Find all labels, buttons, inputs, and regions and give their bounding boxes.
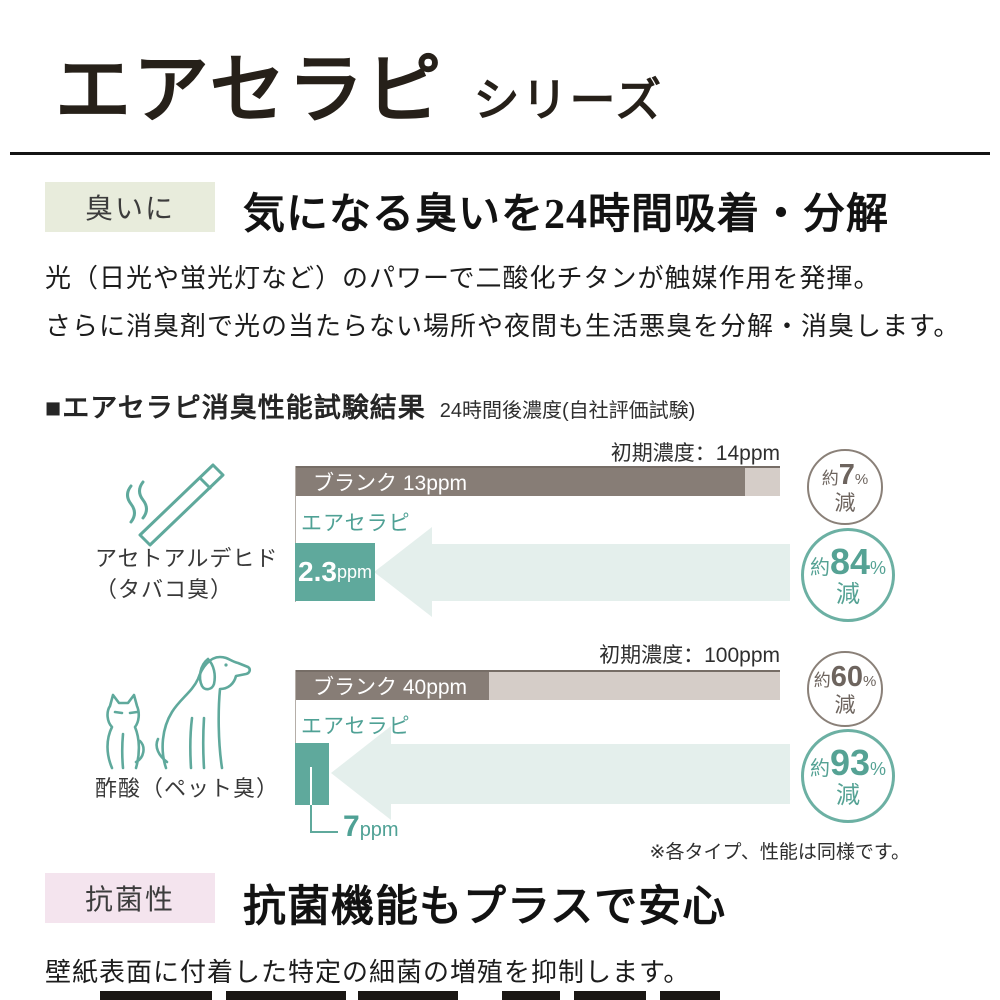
antibacterial-heading: 抗菌機能もプラスで安心: [243, 884, 727, 931]
cutoff-next-section: [358, 991, 458, 1000]
cutoff-next-section: [660, 991, 720, 1000]
chart2-blank-bar: ブランク 40ppm: [295, 670, 780, 700]
reduction-value: 60: [830, 660, 863, 693]
reduction-prefix: 約: [813, 670, 831, 690]
results-subtitle: 24時間後濃度(自社評価試験): [439, 400, 696, 422]
results-title-row: ■エアセラピ消臭性能試験結果 24時間後濃度(自社評価試験): [45, 386, 695, 425]
reduction-value: 84: [829, 540, 871, 582]
cutoff-next-section: [100, 991, 212, 1000]
reduction-unit: %: [862, 672, 877, 690]
cigarette-icon: [100, 458, 250, 555]
series-suffix: シリーズ: [473, 74, 664, 126]
reduction-prefix: 約: [821, 468, 839, 488]
reduction-suffix: 減: [836, 580, 860, 608]
chart1-airtherapy-bar: 2.3 ppm: [295, 543, 375, 601]
chart2-leader-line: [310, 805, 312, 833]
cutoff-next-section: [574, 991, 646, 1000]
reduction-suffix: 減: [836, 781, 860, 809]
chart2-airtherapy-bar: [295, 743, 329, 805]
reduction-value: 7: [838, 458, 855, 491]
reduction-suffix: 減: [834, 693, 856, 717]
reduction-unit: %: [870, 557, 887, 578]
chart1-blank-reduction-badge: 約 7% 減: [807, 449, 883, 525]
chart2-airtherapy-reduction-badge: 約 93% 減: [801, 729, 895, 823]
results-title: ■エアセラピ消臭性能試験結果: [45, 393, 426, 423]
chart2-leader-line: [310, 767, 312, 805]
chart1-blank-bar-value: ブランク 13ppm: [295, 468, 745, 496]
antibacterial-body: 壁紙表面に付着した特定の細菌の増殖を抑制します。: [45, 958, 691, 987]
chart2-blank-reduction-badge: 約 60% 減: [807, 651, 883, 727]
cutoff-next-section: [502, 991, 560, 1000]
chart1-category-line2: （タバコ臭）: [95, 577, 234, 602]
chart2-initial-concentration: 初期濃度：100ppm: [599, 644, 780, 667]
results-footnote: ※各タイプ、性能は同様です。: [649, 842, 910, 863]
reduction-unit: %: [870, 758, 887, 779]
reduction-value: 93: [829, 741, 871, 783]
chart2-arrow-left-icon: [331, 726, 391, 820]
header-divider: [10, 152, 990, 155]
chart2-arrow-shaft: [390, 744, 790, 804]
page-title: エアセラピ シリーズ: [55, 28, 663, 138]
chart1-airtherapy-reduction-badge: 約 84% 減: [801, 528, 895, 622]
chart2-airtherapy-value-callout: 7 ppm: [343, 810, 399, 844]
chart2-axis-line: [295, 670, 296, 805]
odor-badge: 臭いに: [45, 182, 215, 232]
reduction-unit: %: [854, 470, 869, 488]
odor-heading: 気になる臭いを24時間吸着・分解: [243, 192, 890, 238]
dog-cat-icon: [88, 648, 268, 778]
chart2-blank-bar-value: ブランク 40ppm: [295, 672, 489, 700]
chart1-airtherapy-unit: ppm: [336, 561, 372, 582]
chart2-airtherapy-value: 7: [343, 810, 360, 843]
cutoff-next-section: [226, 991, 346, 1000]
chart1-axis-line: [295, 466, 296, 602]
chart2-airtherapy-unit: ppm: [359, 819, 399, 841]
chart1-category-line1: アセトアルデヒド: [95, 546, 279, 571]
odor-body-line2: さらに消臭剤で光の当たらない場所や夜間も生活悪臭を分解・消臭します。: [45, 312, 961, 341]
chart2-category-line1: 酢酸（ペット臭）: [95, 776, 280, 801]
chart2-leader-line: [310, 831, 338, 833]
reduction-prefix: 約: [809, 757, 830, 780]
chart1-category-label: アセトアルデヒド （タバコ臭）: [95, 543, 278, 605]
reduction-suffix: 減: [834, 491, 856, 515]
chart2-category-label: 酢酸（ペット臭）: [95, 773, 279, 804]
chart1-arrow-shaft: [431, 544, 790, 601]
chart1-airtherapy-value: 2.3: [298, 556, 337, 587]
reduction-prefix: 約: [809, 556, 830, 579]
antibacterial-badge: 抗菌性: [45, 873, 215, 923]
chart1-arrow-left-icon: [374, 527, 432, 617]
odor-body-line1: 光（日光や蛍光灯など）のパワーで二酸化チタンが触媒作用を発揮。: [45, 264, 881, 293]
chart1-initial-concentration: 初期濃度：14ppm: [610, 442, 780, 465]
series-name: エアセラピ: [55, 48, 444, 133]
chart1-blank-bar: ブランク 13ppm: [295, 466, 780, 496]
